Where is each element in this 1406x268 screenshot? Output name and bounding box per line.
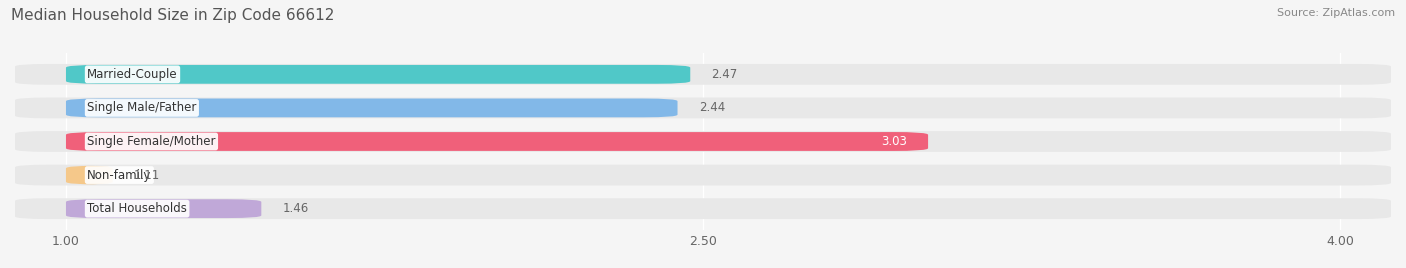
FancyBboxPatch shape — [66, 132, 928, 151]
Text: Median Household Size in Zip Code 66612: Median Household Size in Zip Code 66612 — [11, 8, 335, 23]
Text: Source: ZipAtlas.com: Source: ZipAtlas.com — [1277, 8, 1395, 18]
FancyBboxPatch shape — [66, 199, 262, 218]
Text: Single Female/Mother: Single Female/Mother — [87, 135, 215, 148]
Text: 2.44: 2.44 — [699, 101, 725, 114]
FancyBboxPatch shape — [15, 165, 1391, 185]
FancyBboxPatch shape — [66, 65, 690, 84]
Text: Single Male/Father: Single Male/Father — [87, 101, 197, 114]
Text: 1.46: 1.46 — [283, 202, 309, 215]
FancyBboxPatch shape — [66, 166, 112, 184]
Text: 3.03: 3.03 — [882, 135, 907, 148]
Text: Non-family: Non-family — [87, 169, 152, 182]
FancyBboxPatch shape — [15, 198, 1391, 219]
FancyBboxPatch shape — [15, 98, 1391, 118]
FancyBboxPatch shape — [15, 64, 1391, 85]
Text: Total Households: Total Households — [87, 202, 187, 215]
Text: Married-Couple: Married-Couple — [87, 68, 177, 81]
FancyBboxPatch shape — [66, 99, 678, 117]
FancyBboxPatch shape — [15, 131, 1391, 152]
Text: 1.11: 1.11 — [134, 169, 160, 182]
Text: 2.47: 2.47 — [711, 68, 738, 81]
